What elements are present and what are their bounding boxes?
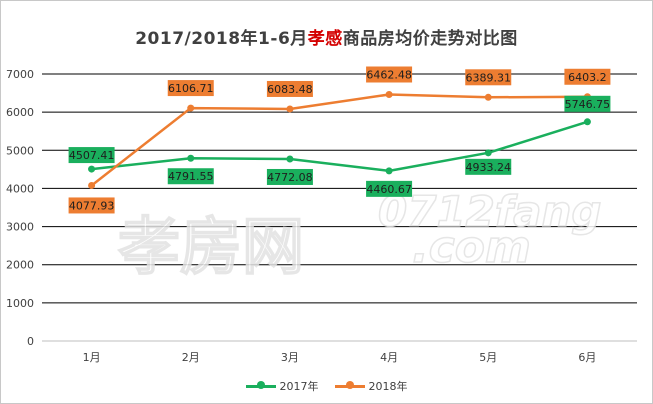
data-point (385, 91, 393, 99)
x-axis-ticks: 1月 2月 3月 4月 5月 6月 (83, 351, 597, 364)
y-tick-label: 6000 (6, 106, 34, 119)
legend-swatch (245, 381, 276, 391)
data-label: 4077.93 (69, 199, 115, 212)
data-point (286, 105, 294, 113)
x-tick-label: 2月 (182, 351, 200, 364)
y-tick-label: 4000 (6, 182, 34, 195)
y-axis-ticks: 0 1000 2000 3000 4000 5000 6000 7000 (6, 68, 34, 348)
data-label: 6389.31 (466, 71, 512, 84)
legend: 2017年 2018年 (0, 378, 653, 394)
data-point (88, 181, 96, 189)
data-point (385, 167, 393, 175)
series-line (91, 120, 588, 173)
data-label-box (68, 147, 115, 164)
chart-title: 2017/2018年1-6月孝感商品房均价走势对比图 (0, 24, 653, 49)
data-point (88, 165, 96, 173)
data-label: 6462.48 (366, 69, 412, 82)
y-tick-label: 7000 (6, 68, 34, 81)
data-label-box (564, 95, 611, 112)
watermark: 孝房网 0712fang .com (117, 186, 602, 284)
data-point (187, 104, 195, 112)
x-tick-label: 4月 (380, 351, 398, 364)
legend-item: 2018年 (334, 378, 408, 394)
data-label-box (167, 168, 214, 185)
data-label: 4933.24 (466, 161, 512, 174)
data-point (187, 154, 195, 162)
x-tick-label: 5月 (479, 351, 497, 364)
watermark-url: 0712fang (378, 187, 601, 236)
data-point (286, 155, 294, 163)
data-point (484, 93, 492, 101)
x-tick-label: 6月 (578, 351, 596, 364)
data-label: 4507.41 (69, 149, 115, 162)
data-label-box (366, 180, 413, 197)
data-label: 4791.55 (168, 170, 214, 183)
data-label: 5746.75 (565, 98, 611, 111)
data-label-box (266, 168, 313, 185)
data-label-box (167, 80, 214, 97)
series-line (90, 93, 588, 187)
y-tick-label: 2000 (6, 259, 34, 272)
data-label: 6106.71 (168, 82, 214, 95)
series-group (88, 91, 591, 189)
data-label-box (465, 158, 512, 175)
data-label: 4772.08 (267, 171, 313, 184)
data-label: 4460.67 (366, 183, 412, 196)
legend-swatch (334, 381, 365, 391)
legend-label: 2017年 (279, 380, 319, 393)
legend-item: 2017年 (245, 378, 319, 394)
data-point (583, 118, 591, 126)
x-tick-label: 3月 (281, 351, 299, 364)
watermark-main: 孝房网 (118, 210, 304, 283)
gridlines (42, 73, 637, 342)
data-label-box (366, 66, 413, 83)
title-city: 孝感 (307, 29, 343, 49)
watermark-suffix: .com (412, 222, 531, 273)
data-point (484, 149, 492, 157)
data-label-box (266, 80, 313, 97)
x-tick-label: 1月 (83, 351, 101, 364)
data-label: 6403.2 (568, 71, 607, 84)
data-label: 6083.48 (267, 83, 313, 96)
y-tick-label: 5000 (6, 144, 34, 157)
data-label-box (68, 197, 115, 214)
data-labels: 4507.41 4791.55 4772.08 4460.67 4933.24 5746.… (68, 66, 611, 214)
y-tick-label: 0 (27, 335, 34, 348)
y-tick-label: 3000 (6, 221, 34, 234)
y-tick-label: 1000 (6, 297, 34, 310)
title-suffix: 商品房均价走势对比图 (342, 29, 518, 49)
data-label-box (465, 69, 512, 86)
title-prefix: 2017/2018年1-6月 (135, 29, 308, 49)
data-label-box (564, 68, 611, 85)
legend-label: 2018年 (368, 380, 408, 393)
